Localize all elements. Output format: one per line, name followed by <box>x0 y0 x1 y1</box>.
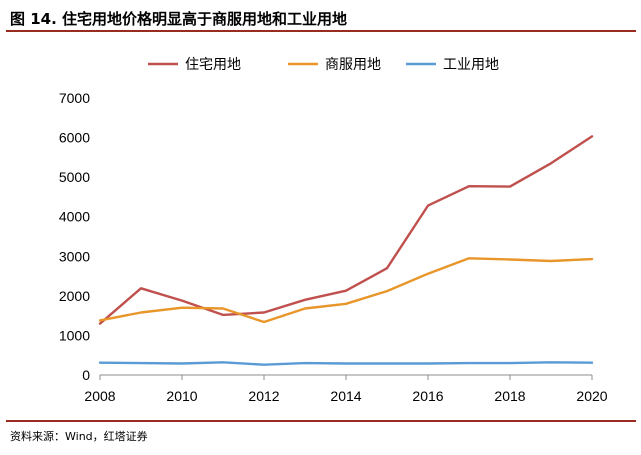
y-tick-label: 4000 <box>59 209 90 225</box>
x-tick-label: 2010 <box>166 388 197 404</box>
series-line-1 <box>98 135 594 325</box>
x-tick-label: 2008 <box>84 388 115 404</box>
x-tick-label: 2018 <box>494 388 525 404</box>
title-rule <box>6 30 636 32</box>
x-tick-label: 2016 <box>412 388 443 404</box>
series-line-3 <box>98 361 594 366</box>
y-tick-label: 1000 <box>59 327 90 343</box>
x-axis: 2008 2010 2012 2014 2016 2018 2020 <box>84 374 608 404</box>
y-tick-label: 0 <box>82 367 90 383</box>
chart-legend: 住宅用地 商服用地 工业用地 <box>148 57 499 73</box>
y-tick-label: 6000 <box>59 130 90 146</box>
footer-rule <box>6 420 636 422</box>
figure-title: 图 14. 住宅用地价格明显高于商服用地和工业用地 <box>10 10 348 28</box>
legend-label: 工业用地 <box>443 57 499 73</box>
y-tick-label: 2000 <box>59 288 90 304</box>
source-note: 资料来源：Wind，红塔证券 <box>10 430 148 443</box>
y-tick-label: 3000 <box>59 248 90 264</box>
y-tick-label: 5000 <box>59 169 90 185</box>
series-layer <box>98 135 594 366</box>
legend-label: 住宅用地 <box>185 57 241 73</box>
x-tick-label: 2020 <box>576 388 607 404</box>
y-axis: 0 1000 2000 3000 4000 5000 6000 7000 <box>59 90 90 383</box>
x-tick-label: 2012 <box>248 388 279 404</box>
series-line-2 <box>98 257 594 324</box>
legend-label: 商服用地 <box>325 57 381 73</box>
y-tick-label: 7000 <box>59 90 90 106</box>
x-tick-label: 2014 <box>330 388 361 404</box>
